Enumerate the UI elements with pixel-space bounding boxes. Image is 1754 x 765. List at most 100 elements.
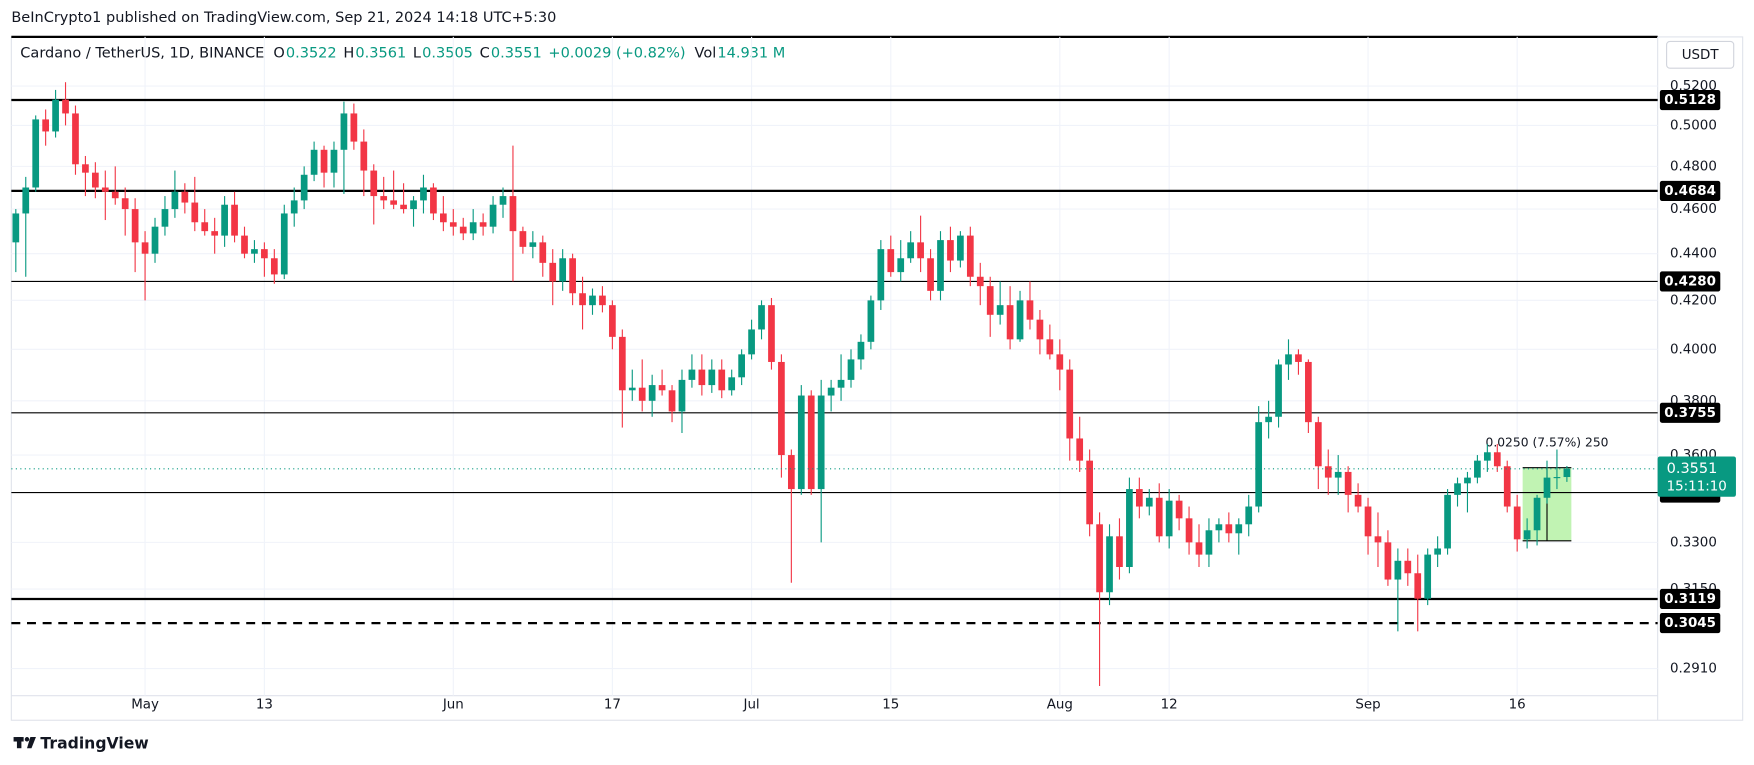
level-label: 0.3755 [1664, 406, 1716, 421]
candle-body [1235, 524, 1243, 534]
candle-body [12, 213, 20, 243]
candle-body [171, 191, 179, 210]
candle-body [1493, 452, 1501, 467]
candle-body [1016, 300, 1024, 340]
level-label: 0.4280 [1664, 274, 1716, 289]
candle-body [827, 387, 835, 396]
candle-body [857, 341, 865, 360]
symbol: Cardano / TetherUS, 1D, BINANCE [20, 46, 264, 62]
legend-value: 0.3505 [422, 46, 473, 62]
candle-body [320, 149, 328, 173]
candle-body [917, 242, 924, 259]
candle-body [1225, 524, 1233, 534]
candle-body [1086, 460, 1093, 525]
y-tick-label: 0.2910 [1670, 662, 1717, 677]
candle-body [847, 359, 855, 380]
candle-body [1414, 573, 1422, 599]
candle-body [678, 379, 686, 412]
candle-body [1145, 497, 1153, 507]
level-tag [1659, 89, 1721, 111]
brand-logo [13, 737, 36, 749]
candle-body [141, 242, 149, 254]
candle-body [738, 354, 745, 378]
candle-body [280, 213, 288, 275]
candle-body [290, 200, 298, 214]
x-tick-label: 16 [1509, 698, 1526, 713]
candle-body [1533, 497, 1541, 531]
y-tick-label: 0.4600 [1670, 202, 1717, 217]
candle-body [1126, 489, 1133, 567]
candle-body [1483, 452, 1491, 461]
candle-body [1464, 477, 1471, 484]
vol-key: Vol [695, 46, 717, 62]
currency: USDT [1682, 48, 1720, 63]
candle-body [628, 387, 636, 391]
candle-body [340, 113, 348, 150]
candle-body [1354, 494, 1362, 507]
countdown: 15:11:10 [1667, 480, 1727, 495]
candle-body [996, 305, 1004, 315]
candle-body [161, 209, 169, 227]
candle-body [549, 262, 557, 282]
candle-body [489, 204, 497, 227]
candle-body [1295, 354, 1302, 362]
level-tag [1659, 271, 1721, 292]
candle-body [52, 99, 59, 132]
candle-body [1046, 339, 1054, 355]
candle-body [708, 369, 716, 386]
candle-body [1563, 468, 1571, 478]
candle-body [539, 242, 547, 263]
candle-body [768, 305, 775, 362]
y-tick-label: 0.4000 [1670, 342, 1717, 357]
candle-body [420, 187, 427, 201]
level-tag [1659, 613, 1721, 634]
candle-body [817, 395, 825, 490]
candle-body [1275, 364, 1282, 417]
candle-body [529, 242, 537, 247]
candle-body [609, 305, 616, 337]
candle-body [658, 385, 666, 391]
candle-body [211, 231, 219, 236]
candle-body [1155, 497, 1163, 537]
candle-body [559, 258, 567, 282]
currency-box[interactable] [1666, 40, 1735, 69]
measure-label: 0.0250 (7.57%) 250 [1486, 436, 1609, 450]
candle-body [1106, 536, 1113, 593]
candle-body [1215, 524, 1223, 531]
candle-body [1543, 477, 1551, 498]
candle-body [1185, 518, 1193, 543]
candle-body [390, 200, 397, 205]
candle-body [986, 286, 994, 315]
candle-body [837, 379, 845, 388]
level-label: 0.5128 [1664, 93, 1716, 108]
candle-body [201, 222, 209, 232]
candle-body [1245, 506, 1253, 525]
candle-body [688, 369, 696, 380]
candle-body [101, 187, 109, 192]
candle-body [1374, 536, 1382, 543]
candle-body [92, 172, 99, 188]
candle-body [1265, 416, 1272, 423]
candle-body [1305, 361, 1312, 423]
candle-body [1165, 500, 1173, 537]
candle-body [599, 295, 606, 306]
candle-body [131, 209, 139, 243]
x-tick-label: 12 [1161, 698, 1178, 713]
candle-body [509, 196, 517, 232]
candle-body [867, 300, 875, 342]
candle-body [1474, 460, 1481, 478]
candle-body [728, 377, 736, 391]
candle-body [439, 213, 447, 223]
candle-body [1036, 319, 1044, 340]
candle-body [1384, 542, 1392, 580]
candle-body [181, 191, 189, 203]
candles [12, 82, 1571, 686]
candle-body [1553, 477, 1561, 479]
y-tick-label: 0.3300 [1670, 535, 1717, 550]
y-tick-label: 0.4400 [1670, 247, 1717, 262]
candle-body [907, 242, 915, 259]
legend-key: O [273, 46, 284, 62]
candle-body [191, 202, 199, 223]
